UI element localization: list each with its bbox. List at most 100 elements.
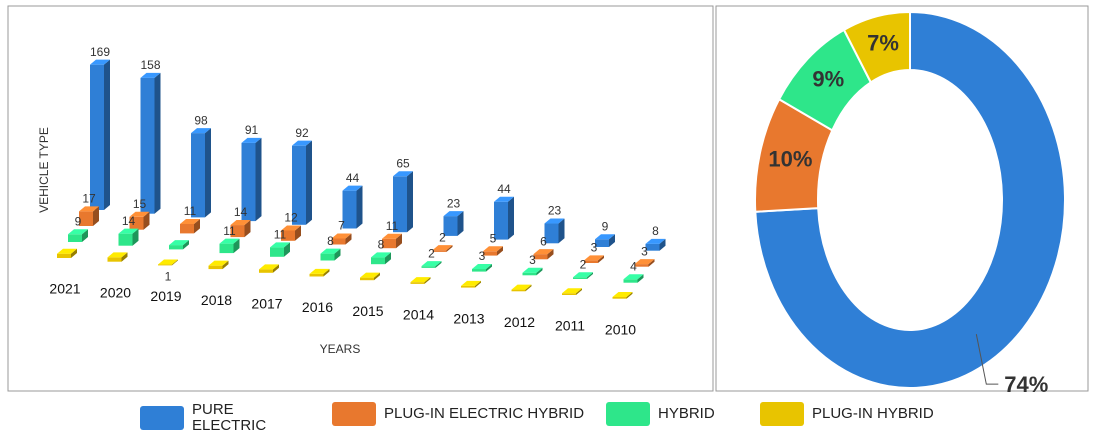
bar-side	[587, 272, 593, 279]
legend-swatch	[140, 406, 184, 430]
legend-swatch	[760, 402, 804, 426]
bar	[645, 238, 666, 251]
bar-top	[90, 59, 110, 65]
bar-top	[292, 140, 312, 146]
data-label: 7	[338, 219, 345, 233]
bar-front	[191, 133, 205, 218]
data-label: 91	[245, 123, 259, 137]
bar-front	[129, 216, 144, 230]
data-label: 11	[386, 219, 399, 233]
bar-front	[320, 253, 335, 261]
legend-item: PLUG-IN ELECTRIC HYBRID	[332, 402, 614, 426]
bar	[461, 280, 481, 288]
data-label: 3	[591, 241, 598, 255]
bar-side	[648, 259, 655, 267]
bar-top	[421, 261, 442, 267]
bar-front	[595, 239, 609, 247]
bar	[634, 259, 655, 267]
bar	[573, 272, 593, 279]
legend-item: PURE ELECTRIC	[140, 402, 312, 434]
data-label: 23	[548, 204, 562, 218]
data-label: 11	[184, 204, 197, 218]
x-tick-label: 2020	[100, 284, 131, 300]
x-tick-label: 2019	[150, 288, 181, 304]
data-label: 5	[490, 231, 497, 245]
x-axis-label: YEARS	[320, 342, 361, 356]
bar	[259, 264, 279, 273]
bar-top	[219, 238, 240, 244]
bar-front	[331, 238, 346, 245]
bar-front	[511, 289, 526, 292]
data-label: 98	[194, 113, 208, 127]
bar-side	[143, 211, 150, 230]
legend-item: HYBRID	[606, 402, 758, 426]
bar-side	[284, 242, 290, 257]
bar	[320, 248, 341, 261]
bar-front	[180, 223, 194, 234]
data-label: 44	[346, 171, 360, 185]
bar	[562, 288, 582, 295]
bar-top	[461, 280, 481, 286]
bar	[371, 252, 391, 265]
bar-side	[576, 288, 582, 295]
bar-top	[79, 206, 99, 212]
bar	[219, 238, 240, 254]
bar-front	[140, 77, 155, 214]
bar-side	[71, 248, 77, 258]
bar-side	[132, 228, 139, 246]
bar	[331, 233, 352, 245]
bar-side	[82, 229, 88, 242]
legend-label: HYBRID	[658, 405, 715, 422]
data-label: 7%	[867, 31, 899, 56]
data-label: 10%	[768, 146, 812, 171]
data-label: 74%	[1004, 372, 1048, 397]
left-panel	[7, 5, 714, 392]
bar-top	[191, 128, 211, 134]
bar-side	[435, 261, 442, 268]
bar	[623, 274, 644, 283]
x-tick-label: 2010	[605, 321, 636, 337]
data-label: 158	[140, 58, 160, 72]
legend-label: PLUG-IN HYBRID	[812, 405, 934, 422]
data-label: 8	[652, 224, 659, 238]
bar-top	[57, 248, 77, 254]
bar	[533, 249, 554, 260]
bar-front	[68, 234, 82, 242]
data-label: 2	[428, 246, 435, 260]
bar	[118, 228, 139, 246]
bar-front	[241, 142, 256, 222]
bar	[432, 245, 453, 252]
legend-item: PLUG-IN HYBRID	[760, 402, 942, 426]
bar-side	[424, 277, 431, 284]
bar-side	[233, 238, 240, 254]
data-label: 8	[378, 237, 385, 251]
leader-line	[975, 334, 999, 385]
bar-front	[259, 269, 273, 273]
bar-top	[645, 238, 666, 244]
bar-top	[472, 264, 492, 270]
bar-top	[595, 234, 615, 240]
x-tick-label: 2012	[504, 314, 535, 330]
bar	[169, 240, 189, 250]
bar-front	[230, 225, 245, 238]
bar	[241, 137, 262, 222]
bar-front	[270, 247, 284, 257]
bar-front	[158, 264, 172, 266]
bar-side	[273, 264, 279, 273]
bar-front	[371, 257, 385, 265]
bar-top	[360, 272, 380, 278]
bar-front	[219, 243, 234, 254]
bar-top	[259, 264, 279, 270]
bar	[309, 268, 330, 277]
bar-top	[309, 268, 330, 274]
bar-side	[475, 280, 481, 288]
bar	[483, 246, 503, 256]
bar-side	[547, 249, 554, 260]
bar-front	[562, 293, 576, 295]
bar	[410, 277, 431, 284]
bar-front	[483, 251, 497, 256]
bar-front	[309, 273, 324, 277]
bar-side	[626, 291, 633, 299]
bar-top	[158, 259, 178, 265]
